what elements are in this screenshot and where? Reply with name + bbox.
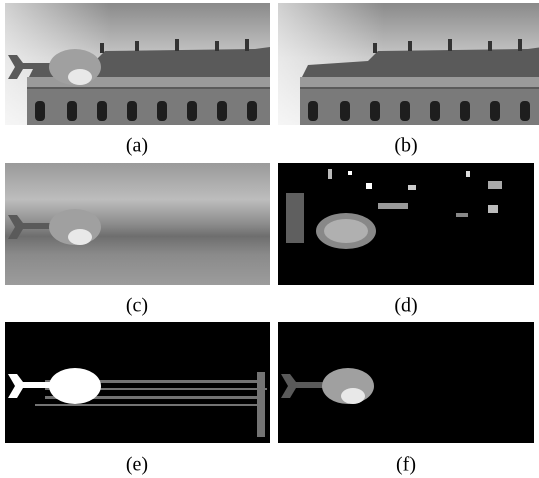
panel-b <box>278 3 539 125</box>
panel-d <box>278 163 534 285</box>
panel-a <box>5 3 270 125</box>
caption: (d) <box>394 295 417 317</box>
figure: (a) (b) (c) (d) (e) (f) <box>0 0 539 478</box>
caption: (f) <box>396 454 416 476</box>
caption: (c) <box>126 295 148 317</box>
caption: (e) <box>126 454 148 476</box>
panel-e <box>5 322 270 443</box>
panel-c <box>5 163 270 285</box>
caption: (b) <box>394 135 417 157</box>
panel-f <box>278 322 534 443</box>
caption: (a) <box>126 135 148 157</box>
